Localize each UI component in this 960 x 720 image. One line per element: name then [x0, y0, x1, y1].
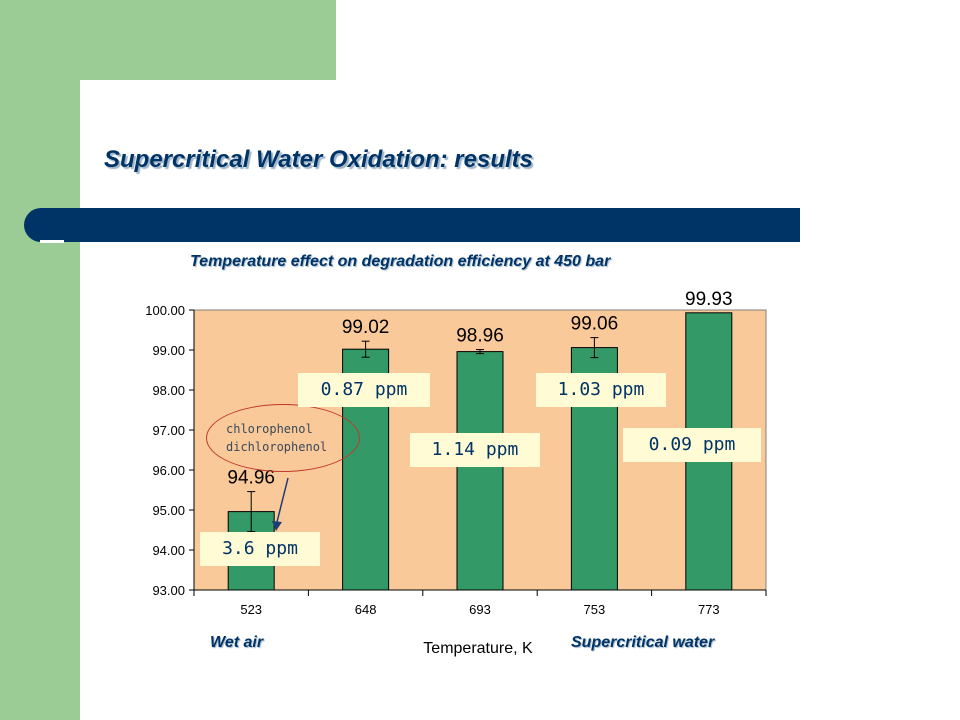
slide-title: Supercritical Water Oxidation: results	[104, 146, 534, 173]
y-tick-label: 97.00	[152, 423, 185, 438]
y-tick-label: 96.00	[152, 463, 185, 478]
top-green-band	[80, 0, 336, 80]
value-label-753: 99.06	[571, 314, 619, 335]
x-tick-label: 753	[584, 602, 606, 617]
x-tick-label: 693	[469, 602, 491, 617]
ppm-callout-753: 1.03 ppm	[536, 373, 666, 407]
group-label-wet-air: Wet air	[210, 634, 264, 651]
value-label-648: 99.02	[342, 317, 390, 338]
error-bar-group	[247, 337, 599, 533]
title-underline-bar	[24, 208, 800, 242]
side-green-band	[0, 0, 80, 720]
ppm-callout-693: 1.14 ppm	[410, 433, 540, 467]
x-axis-label: Temperature, K	[423, 640, 533, 657]
compound-dichlorophenol: dichlorophenol	[226, 440, 328, 454]
bar-693	[456, 351, 504, 591]
y-tick-label: 100.00	[145, 303, 185, 318]
x-tick-label: 773	[698, 602, 720, 617]
annotation-arrowhead	[272, 521, 282, 531]
x-tick-label: 523	[240, 602, 262, 617]
y-tick-label: 95.00	[152, 503, 185, 518]
value-label-693: 98.96	[456, 326, 504, 347]
y-tick-label: 98.00	[152, 383, 185, 398]
compound-highlight-circle	[206, 404, 360, 472]
x-axis: 523 648 693 753 773	[193, 589, 767, 617]
value-label-773: 99.93	[685, 289, 733, 310]
ppm-callout-648: 0.87 ppm	[298, 373, 430, 407]
y-axis: 93.00 94.00 95.00 96.00 97.00 98.00 99.00 100.0…	[145, 303, 195, 598]
title-bar-notch	[40, 240, 64, 243]
y-tick-label: 93.00	[152, 583, 185, 598]
value-label-group: 94.96 99.02 98.96 99.06 99.93	[227, 289, 732, 489]
y-tick-label: 94.00	[152, 543, 185, 558]
ppm-callout-773: 0.09 ppm	[623, 428, 761, 462]
x-tick-label: 648	[355, 602, 377, 617]
compound-chlorophenol: chlorophenol	[226, 422, 313, 436]
content-corner-curve	[80, 80, 180, 180]
group-label-supercritical: Supercritical water	[571, 634, 715, 651]
compound-list: chlorophenol dichlorophenol	[226, 420, 327, 456]
value-label-523: 94.96	[227, 468, 275, 489]
annotation-arrow	[276, 477, 289, 523]
y-tick-label: 99.00	[152, 343, 185, 358]
chart-title: Temperature effect on degradation effici…	[190, 253, 611, 270]
ppm-callout-523: 3.6 ppm	[200, 532, 320, 566]
